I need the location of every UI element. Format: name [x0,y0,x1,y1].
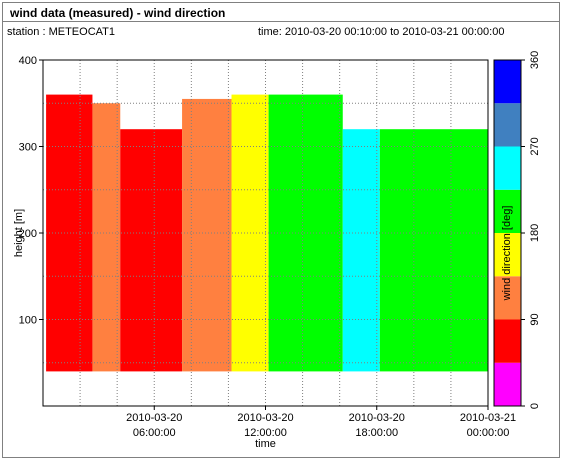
colorbar-segment [494,362,521,406]
colorbar-segment [494,233,521,277]
heatmap-block [342,129,380,372]
colorbar-tick-label: 90 [529,313,541,325]
colorbar-tick-label: 270 [529,137,541,155]
station-label: station : METEOCAT1 [7,26,115,38]
heatmap-block [379,129,488,372]
y-tick-label: 100 [19,315,37,327]
x-tick-label-date: 2010-03-20 [349,412,405,424]
colorbar-segment [494,146,521,190]
y-tick-label: 400 [19,55,37,67]
x-tick-label-date: 2010-03-21 [460,412,516,424]
axis-ticks: 100 200 300 400 2010-03-20 06:00:00 2010-03-20… [19,55,517,439]
x-tick-label-time: 00:00:00 [467,427,510,439]
colorbar-segment [494,319,521,363]
x-tick-label-time: 12:00:00 [244,427,287,439]
time-range-label: time: 2010-03-20 00:10:00 to 2010-03-21 … [258,26,505,38]
x-tick-label-time: 18:00:00 [355,427,398,439]
heatmap-block [46,94,93,372]
colorbar-segment [494,276,521,320]
heatmap-block [92,103,121,372]
y-tick-label: 200 [19,228,37,240]
x-tick-label-date: 2010-03-20 [126,412,182,424]
colorbar: 0 90 180 270 360 [493,51,541,409]
y-axis-label: height [m] [13,209,25,257]
colorbar-segment [494,60,521,104]
y-tick-label: 300 [19,142,37,154]
x-tick-label-date: 2010-03-20 [237,412,293,424]
x-tick-label-time: 06:00:00 [133,427,176,439]
heatmap-cells [46,94,488,372]
grid-lines [43,60,488,406]
colorbar-segment [494,103,521,147]
title-bar: wind data (measured) - wind direction [2,2,560,22]
heatmap-block [182,98,232,372]
heatmap-block [120,129,183,372]
colorbar-tick-label: 0 [529,403,541,409]
chart-title: wind data (measured) - wind direction [10,6,226,20]
x-axis-label: time [255,438,276,450]
colorbar-tick-label: 360 [529,51,541,69]
colorbar-tick-label: 180 [529,224,541,242]
colorbar-segment [494,189,521,233]
colorbar-label: wind direction [deg] [501,206,513,302]
